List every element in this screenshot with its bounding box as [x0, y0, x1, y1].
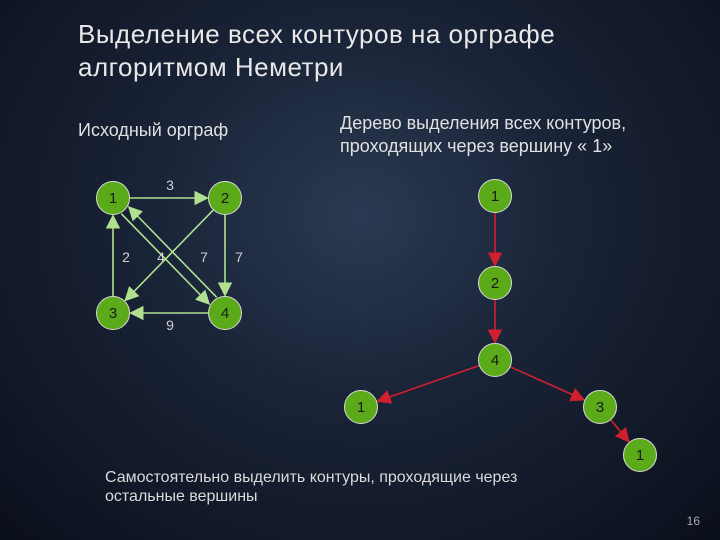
graph-node: 4 — [478, 343, 512, 377]
graph-node: 2 — [208, 181, 242, 215]
node-layer: 1234324779124131 — [0, 0, 720, 540]
edge-weight-label: 7 — [200, 249, 208, 265]
edge-weight-label: 2 — [122, 249, 130, 265]
graph-node: 3 — [96, 296, 130, 330]
edge-weight-label: 7 — [235, 249, 243, 265]
graph-node: 1 — [96, 181, 130, 215]
edge-weight-label: 3 — [166, 177, 174, 193]
graph-node: 2 — [478, 266, 512, 300]
graph-node: 1 — [344, 390, 378, 424]
edge-weight-label: 4 — [157, 249, 165, 265]
edge-weight-label: 9 — [166, 317, 174, 333]
graph-node: 1 — [478, 179, 512, 213]
graph-node: 3 — [583, 390, 617, 424]
graph-node: 1 — [623, 438, 657, 472]
graph-node: 4 — [208, 296, 242, 330]
